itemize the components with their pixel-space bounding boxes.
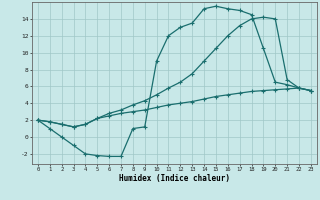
X-axis label: Humidex (Indice chaleur): Humidex (Indice chaleur) (119, 174, 230, 183)
